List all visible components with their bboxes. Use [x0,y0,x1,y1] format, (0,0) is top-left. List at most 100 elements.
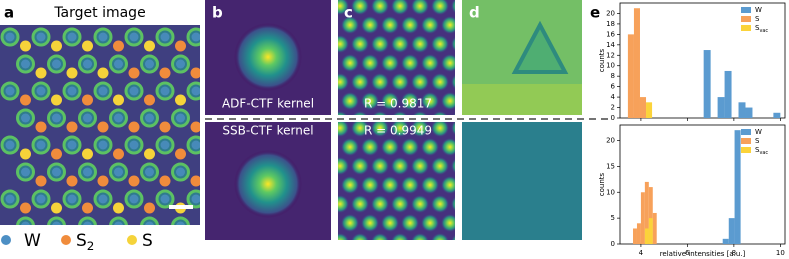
lattice-blob [372,111,388,115]
lattice-blob [381,138,399,156]
s-atom [66,121,78,133]
w-atom [114,167,123,177]
legend-label: S [142,231,153,251]
w-atom [21,221,30,225]
y-tick-label: 12 [606,51,615,59]
lattice-blob [431,35,449,53]
y-tick-label: 18 [606,20,615,28]
w-atom [5,140,15,150]
s-atom [82,94,93,106]
x-tick-label: 10 [776,249,785,257]
s-atom [190,67,200,79]
w-atom [98,194,108,204]
lattice-blob [411,157,429,175]
s-atom [51,94,62,106]
panel-title: Target image [53,5,145,21]
w-atom [83,167,92,177]
lattice-blob [371,157,389,175]
lattice-blob [341,92,359,110]
r-value: R = 0.9949 [364,124,432,138]
w-atom [160,140,170,150]
w-atom [98,32,108,42]
legend-swatch [741,7,751,13]
s-atom [20,40,31,52]
histogram-bar [738,102,746,118]
s-atom [82,148,93,160]
s-atom [113,40,124,52]
histogram-bar [633,228,637,244]
label-subscript: vac [759,28,768,34]
legend-marker [61,235,71,245]
legend-label: S [755,137,760,145]
panel-label: a [4,4,14,22]
s-atom [190,175,200,187]
w-atom [83,221,92,225]
lattice-blob [431,233,449,240]
w-atom [21,167,30,177]
lattice-blob [412,111,428,115]
w-atom [5,86,15,96]
lattice-blob [421,176,439,194]
s-atom [97,175,109,187]
y-tick-label: 16 [606,30,615,38]
lattice-blob [361,214,379,232]
histogram-bar [734,130,741,244]
lattice-blob [421,138,439,156]
lattice-blob [441,54,455,72]
panel-label: b [212,4,223,22]
lattice-blob [401,176,419,194]
lattice-blob [431,0,449,15]
lattice-blob [371,122,389,137]
y-tick-label: 0 [611,240,615,248]
histogram-bar [644,228,649,244]
kernel-spot [234,150,302,218]
s-atom [97,67,109,79]
legend-label: Svac [755,24,768,34]
histogram-bar [722,238,729,244]
label-text: S [755,15,760,23]
lattice-blob [451,234,455,240]
w-atom [5,32,15,42]
legend-label: W [755,6,762,14]
kernel-label: SSB-CTF kernel [222,124,313,138]
w-atom [36,86,46,96]
w-atom [67,32,77,42]
s-atom [190,121,200,133]
lattice-blob [371,233,389,240]
lattice-blob [361,54,379,72]
lattice-blob [441,214,455,232]
lattice-blob [411,233,429,240]
lattice-blob [411,195,429,213]
label-text: S [755,146,760,154]
w-atom [191,140,200,150]
lattice-blob [351,157,369,175]
legend-label: S [755,15,760,23]
lattice-blob [401,138,419,156]
w-atom [52,167,61,177]
defect-triangle [511,20,569,74]
lattice-blob [371,35,389,53]
lattice-blob [361,16,379,34]
s-atom [128,67,140,79]
lattice-blob [421,214,439,232]
s-atom [175,94,186,106]
y-tick-label: 20 [606,137,615,145]
w-atom [36,32,46,42]
w-atom [83,59,92,69]
lattice-blob [381,92,399,110]
w-atom [98,86,108,96]
label-subscript: 2 [87,239,95,253]
s-atom [51,202,62,214]
lattice-blob [381,214,399,232]
lattice-blob [432,111,448,115]
lattice-blob [381,176,399,194]
lattice-blob [411,73,429,91]
y-tick-label: 15 [606,162,615,170]
w-atom [129,32,139,42]
w-atom [176,167,185,177]
s-atom [160,230,171,241]
lattice-blob [391,233,409,240]
lattice-blob [341,54,359,72]
w-atom [176,113,185,123]
lattice-blob [381,16,399,34]
